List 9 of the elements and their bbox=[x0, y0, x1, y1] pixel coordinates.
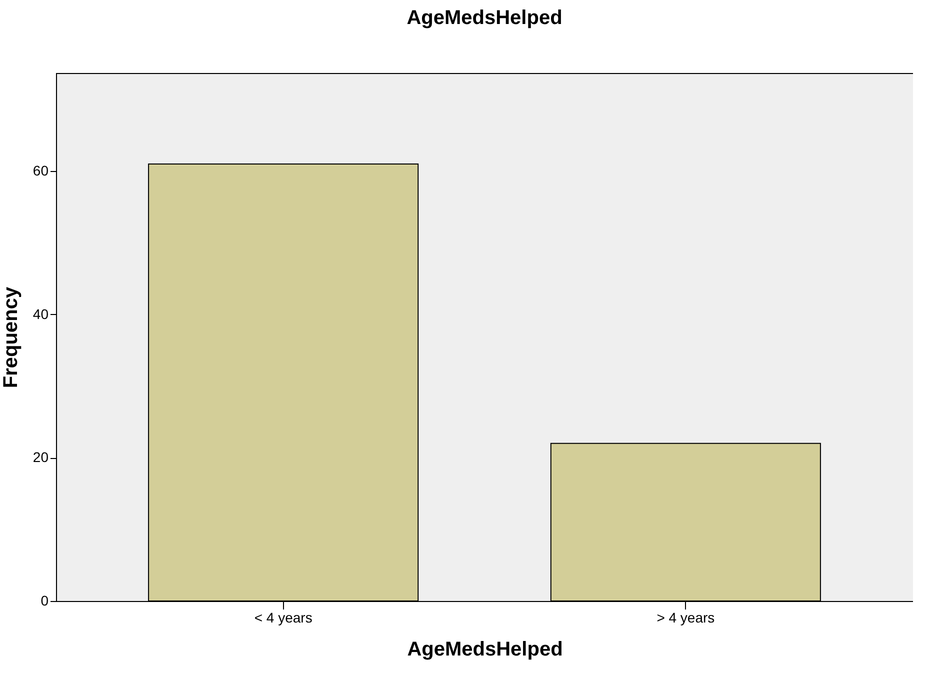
x-tick-label: > 4 years bbox=[656, 610, 715, 626]
y-tick-label: 60 bbox=[32, 162, 49, 179]
x-axis-title: AgeMedsHelped bbox=[407, 638, 563, 660]
y-tick-label: 40 bbox=[32, 306, 49, 322]
y-axis-title: Frequency bbox=[0, 286, 22, 388]
x-tick-label: < 4 years bbox=[254, 610, 312, 626]
y-tick-label: 20 bbox=[32, 449, 49, 466]
chart-title: AgeMedsHelped bbox=[406, 7, 562, 29]
y-tick-label: 0 bbox=[40, 592, 49, 608]
